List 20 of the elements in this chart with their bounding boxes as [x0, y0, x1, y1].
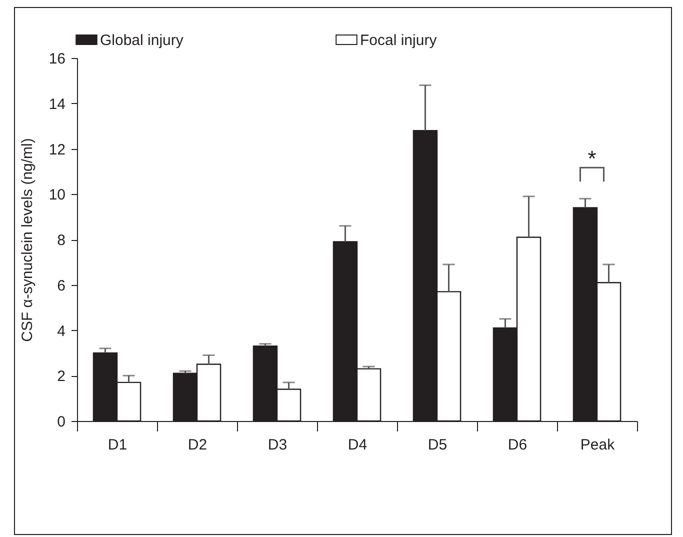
x-tick-label: D5: [428, 436, 448, 454]
y-axis-title: CSF α-synuclein levels (ng/ml): [18, 138, 36, 342]
y-tick-label: 4: [57, 322, 66, 340]
y-tick-label: 16: [48, 50, 66, 68]
y-tick-label: 12: [48, 141, 66, 158]
legend-label: Global injury: [100, 32, 184, 49]
annotation: *: [588, 146, 596, 171]
x-tick-label: D6: [508, 436, 528, 454]
x-tick-label: D1: [108, 436, 128, 454]
x-tick-label: Peak: [580, 436, 616, 454]
legend-label: Focal injury: [360, 32, 438, 49]
y-tick-label: 0: [57, 414, 66, 430]
y-tick-label: 8: [57, 232, 66, 249]
y-tick-label: 6: [57, 277, 66, 294]
x-tick-label: D3: [268, 436, 288, 454]
y-tick-label: 2: [57, 368, 66, 386]
y-tick-label: 10: [48, 186, 66, 204]
x-tick-label: D2: [188, 436, 208, 454]
y-tick-label: 14: [48, 96, 66, 113]
x-tick-label: D4: [348, 436, 368, 454]
